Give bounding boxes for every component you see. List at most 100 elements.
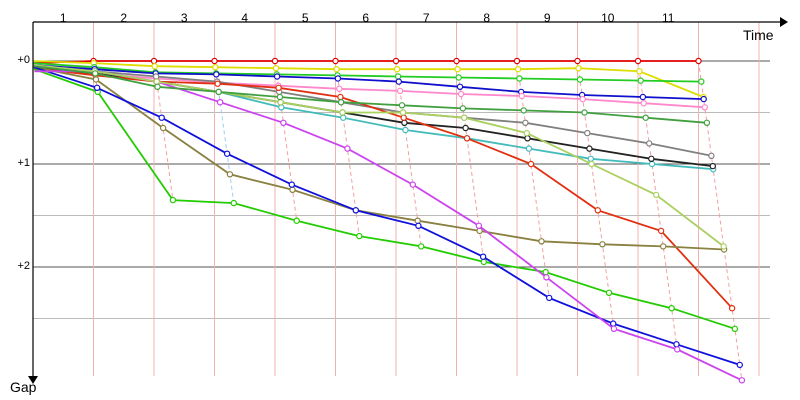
lap-completion-line [93,60,99,92]
lap-marker [518,92,526,100]
driver-series [33,64,727,250]
lap-label: 4 [241,11,248,25]
series-line [33,68,736,330]
lap-marker [640,99,647,107]
lap-label: 8 [483,11,490,25]
chart-axes [28,17,788,384]
lap-marker [277,98,284,106]
lap-marker [211,57,218,65]
x-axis-title: Time [743,27,774,43]
lap-marker [709,162,717,170]
driver-series [32,59,707,101]
lap-marker [337,98,345,106]
lap-marker [336,85,343,93]
series-line [33,62,702,83]
series-line [33,60,699,64]
lap-marker [698,78,705,85]
lap-marker [169,196,177,204]
lap-marker [673,341,680,348]
lap-label: 6 [362,11,369,25]
lap-marker [646,140,653,147]
lap-label: 2 [120,11,127,25]
lap-marker [289,186,296,193]
y-tick-label: +0 [17,54,30,66]
lap-marker [339,109,346,116]
lap-label: 9 [544,11,551,25]
lap-marker [584,129,591,137]
lap-marker [523,129,531,137]
lap-marker [514,65,522,73]
lap-marker [276,93,284,101]
lap-marker [581,109,588,116]
lap-marker [637,77,644,84]
lap-marker [153,78,160,85]
series-line [33,64,725,248]
lap-marker [418,243,425,250]
lap-marker [728,305,736,312]
lap-marker [575,64,582,72]
lap-marker [653,191,660,199]
lap-marker [475,222,483,229]
lap-marker [216,98,224,106]
lap-marker [393,65,401,73]
lap-marker [476,227,483,235]
lap-marker [392,57,400,65]
lap-marker [280,119,287,127]
lap-marker [588,160,595,168]
lap-marker [479,253,487,260]
lap-marker [461,114,468,121]
lap-marker [576,76,584,83]
lap-marker [524,135,531,142]
lap-marker [223,150,231,157]
lap-marker [459,105,467,112]
y-axis-title: Gap [10,379,37,395]
series-line [33,66,725,251]
lap-marker [457,90,465,98]
lap-marker [462,124,469,132]
series-line [32,60,704,98]
lap-label: 5 [302,11,309,25]
lap-marker [340,114,347,121]
lap-label: 11 [662,11,675,25]
series-line [34,68,705,109]
lap-marker [639,93,647,101]
lap-marker [579,95,586,103]
driver-series [33,57,702,65]
lap-marker [586,145,593,152]
lap-marker [516,75,523,82]
lap-marker [454,65,461,73]
lap-marker [605,289,613,296]
lap-marker [159,124,167,132]
series-line [33,66,741,366]
lap-label: 3 [181,11,188,25]
lap-marker [213,71,220,78]
lap-marker [401,119,408,127]
y-tick-label: +2 [17,260,30,272]
lap-marker [91,70,99,77]
lap-marker [703,119,711,127]
lap-marker [738,377,746,384]
lap-marker [409,181,416,188]
lap-marker [398,102,406,109]
lap-marker [152,73,160,80]
lap-marker [92,76,100,83]
lap-label: 7 [423,11,430,25]
lap-marker [293,217,300,224]
lap-marker [668,305,675,312]
lap-completion-line [577,60,615,329]
lap-label: 10 [601,11,615,25]
y-axis-arrow [28,376,38,384]
lap-marker [212,63,219,71]
lap-marker [288,181,295,188]
lap-marker [599,241,606,248]
lap-marker [414,217,421,224]
lap-marker [395,78,402,85]
lap-marker [215,88,222,96]
lap-marker [657,227,665,235]
lap-marker [708,152,715,159]
y-tick-label: +1 [17,157,30,169]
lap-marker [642,114,649,121]
lap-marker [275,84,282,92]
lap-marker [610,325,618,332]
series-layer [32,57,746,384]
